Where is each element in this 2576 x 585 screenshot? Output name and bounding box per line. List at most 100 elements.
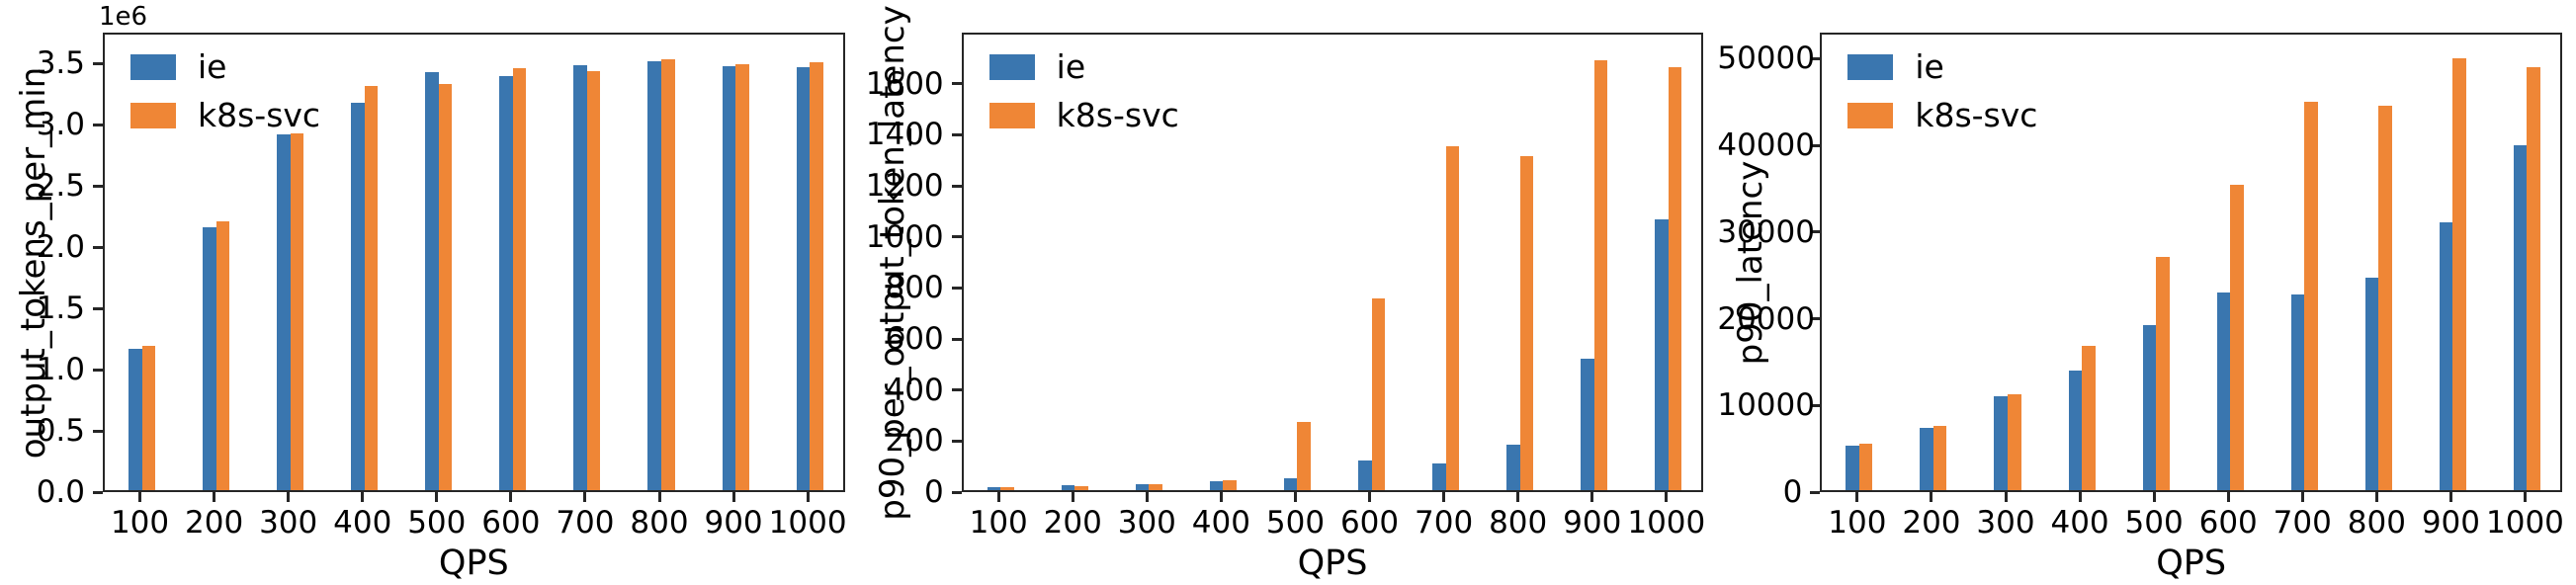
plot-area: ie k8s-svc <box>103 33 845 492</box>
bar-k8s-svc-qps-700 <box>586 70 601 490</box>
legend-label-k8s-svc: k8s-svc <box>1056 96 1179 134</box>
bar-ie-qps-900 <box>722 65 736 490</box>
y-tick-label: 400 <box>885 372 944 408</box>
x-tick-label: 600 <box>481 505 541 541</box>
x-tick-mark <box>2004 492 2008 502</box>
legend-label-ie: ie <box>1056 47 1086 86</box>
bar-ie-qps-600 <box>1358 460 1372 490</box>
y-tick-label: 1.5 <box>36 291 85 326</box>
legend-swatch-ie <box>130 53 176 80</box>
bar-k8s-svc-qps-900 <box>1593 59 1608 490</box>
legend-swatch-k8s-svc <box>1847 102 1894 128</box>
bar-k8s-svc-qps-400 <box>1223 479 1237 490</box>
y-tick-mark <box>1810 403 1821 407</box>
chart-panel-p90_latency: ie k8s-svc p90_latency 0 10000 20000 30000 4000… <box>1717 0 2576 585</box>
x-tick-label: 200 <box>1902 505 1961 541</box>
y-tick-label: 50000 <box>1717 41 1815 77</box>
x-tick-mark <box>2448 492 2452 502</box>
x-axis-label: QPS <box>438 543 509 583</box>
bar-k8s-svc-qps-500 <box>438 84 453 490</box>
y-tick-mark <box>951 337 962 341</box>
y-tick-mark <box>951 184 962 188</box>
bar-k8s-svc-qps-200 <box>1932 425 1947 490</box>
bar-k8s-svc-qps-100 <box>141 345 156 490</box>
x-tick-label: 600 <box>1339 505 1400 541</box>
y-tick-mark <box>951 490 962 494</box>
bar-ie-qps-100 <box>987 487 1001 490</box>
bar-k8s-svc-qps-800 <box>1519 156 1534 490</box>
y-tick-label: 0 <box>923 474 944 510</box>
bar-ie-qps-200 <box>203 227 216 490</box>
bar-ie-qps-100 <box>129 349 142 490</box>
y-tick-mark <box>93 368 103 372</box>
bar-k8s-svc-qps-100 <box>1000 487 1014 490</box>
x-tick-label: 500 <box>2124 505 2184 541</box>
bar-k8s-svc-qps-700 <box>1445 146 1460 490</box>
x-tick-label: 1000 <box>768 505 847 541</box>
y-tick-label: 40000 <box>1717 127 1815 164</box>
bar-k8s-svc-qps-100 <box>1858 444 1873 490</box>
bar-ie-qps-1000 <box>2513 145 2528 490</box>
x-tick-mark <box>361 492 365 502</box>
y-tick-mark <box>1810 56 1821 60</box>
x-tick-label: 100 <box>1828 505 1887 541</box>
bar-k8s-svc-qps-600 <box>2230 185 2244 490</box>
y-tick-mark <box>93 245 103 249</box>
legend-row-ie: ie <box>130 50 320 83</box>
y-tick-mark <box>93 184 103 188</box>
plot-area: ie k8s-svc <box>1820 33 2562 492</box>
x-tick-label: 700 <box>1415 505 1474 541</box>
legend-label-ie: ie <box>198 47 227 86</box>
bar-k8s-svc-qps-800 <box>2378 106 2392 490</box>
bar-ie-qps-700 <box>573 64 587 490</box>
bar-k8s-svc-qps-500 <box>2156 257 2170 490</box>
legend: ie k8s-svc <box>130 50 320 131</box>
bar-ie-qps-300 <box>277 133 291 490</box>
legend-row-ie: ie <box>988 47 1179 86</box>
x-tick-mark <box>1442 492 1446 502</box>
bar-k8s-svc-qps-500 <box>1297 422 1311 490</box>
x-tick-label: 300 <box>1117 505 1176 541</box>
legend-row-k8s-svc: k8s-svc <box>130 99 320 131</box>
bar-ie-qps-900 <box>1581 359 1594 490</box>
y-tick-mark <box>93 123 103 126</box>
y-tick-label: 1600 <box>865 65 944 102</box>
x-tick-mark <box>2523 492 2527 502</box>
y-axis-offset-label: 1e6 <box>99 2 148 32</box>
x-tick-label: 300 <box>259 505 318 541</box>
x-tick-mark <box>1219 492 1223 502</box>
x-tick-mark <box>657 492 661 502</box>
y-tick-label: 3.5 <box>36 45 85 81</box>
x-tick-label: 800 <box>2347 505 2406 541</box>
bar-ie-qps-800 <box>2364 278 2379 490</box>
x-tick-mark <box>1145 492 1149 502</box>
legend: ie k8s-svc <box>988 47 1179 134</box>
y-tick-mark <box>951 286 962 290</box>
x-tick-mark <box>138 492 142 502</box>
bar-ie-qps-700 <box>2290 293 2305 490</box>
y-tick-label: 1.0 <box>36 352 85 387</box>
x-tick-label: 400 <box>2050 505 2109 541</box>
x-tick-label: 900 <box>1563 505 1622 541</box>
bar-k8s-svc-qps-200 <box>215 221 230 490</box>
x-tick-label: 1000 <box>1627 505 1706 541</box>
bar-k8s-svc-qps-1000 <box>2527 67 2540 490</box>
y-tick-label: 0 <box>1782 474 1803 510</box>
x-tick-label: 800 <box>1489 505 1548 541</box>
x-tick-label: 700 <box>556 505 615 541</box>
x-tick-mark <box>1665 492 1669 502</box>
bar-k8s-svc-qps-300 <box>1149 483 1162 490</box>
x-tick-mark <box>996 492 1000 502</box>
bar-k8s-svc-qps-800 <box>661 58 675 490</box>
bar-ie-qps-1000 <box>796 67 811 490</box>
bar-ie-qps-200 <box>1920 427 1933 490</box>
x-tick-mark <box>509 492 513 502</box>
x-tick-mark <box>1590 492 1594 502</box>
bar-k8s-svc-qps-1000 <box>810 62 823 490</box>
x-tick-mark <box>2226 492 2230 502</box>
bar-ie-qps-1000 <box>1655 219 1669 490</box>
y-tick-mark <box>951 388 962 392</box>
y-tick-mark <box>1810 143 1821 147</box>
chart-panel-p90_per_output_token_latency: ie k8s-svc p90_per_output_token_latency 0 20… <box>859 0 1718 585</box>
legend-swatch-k8s-svc <box>988 102 1035 128</box>
